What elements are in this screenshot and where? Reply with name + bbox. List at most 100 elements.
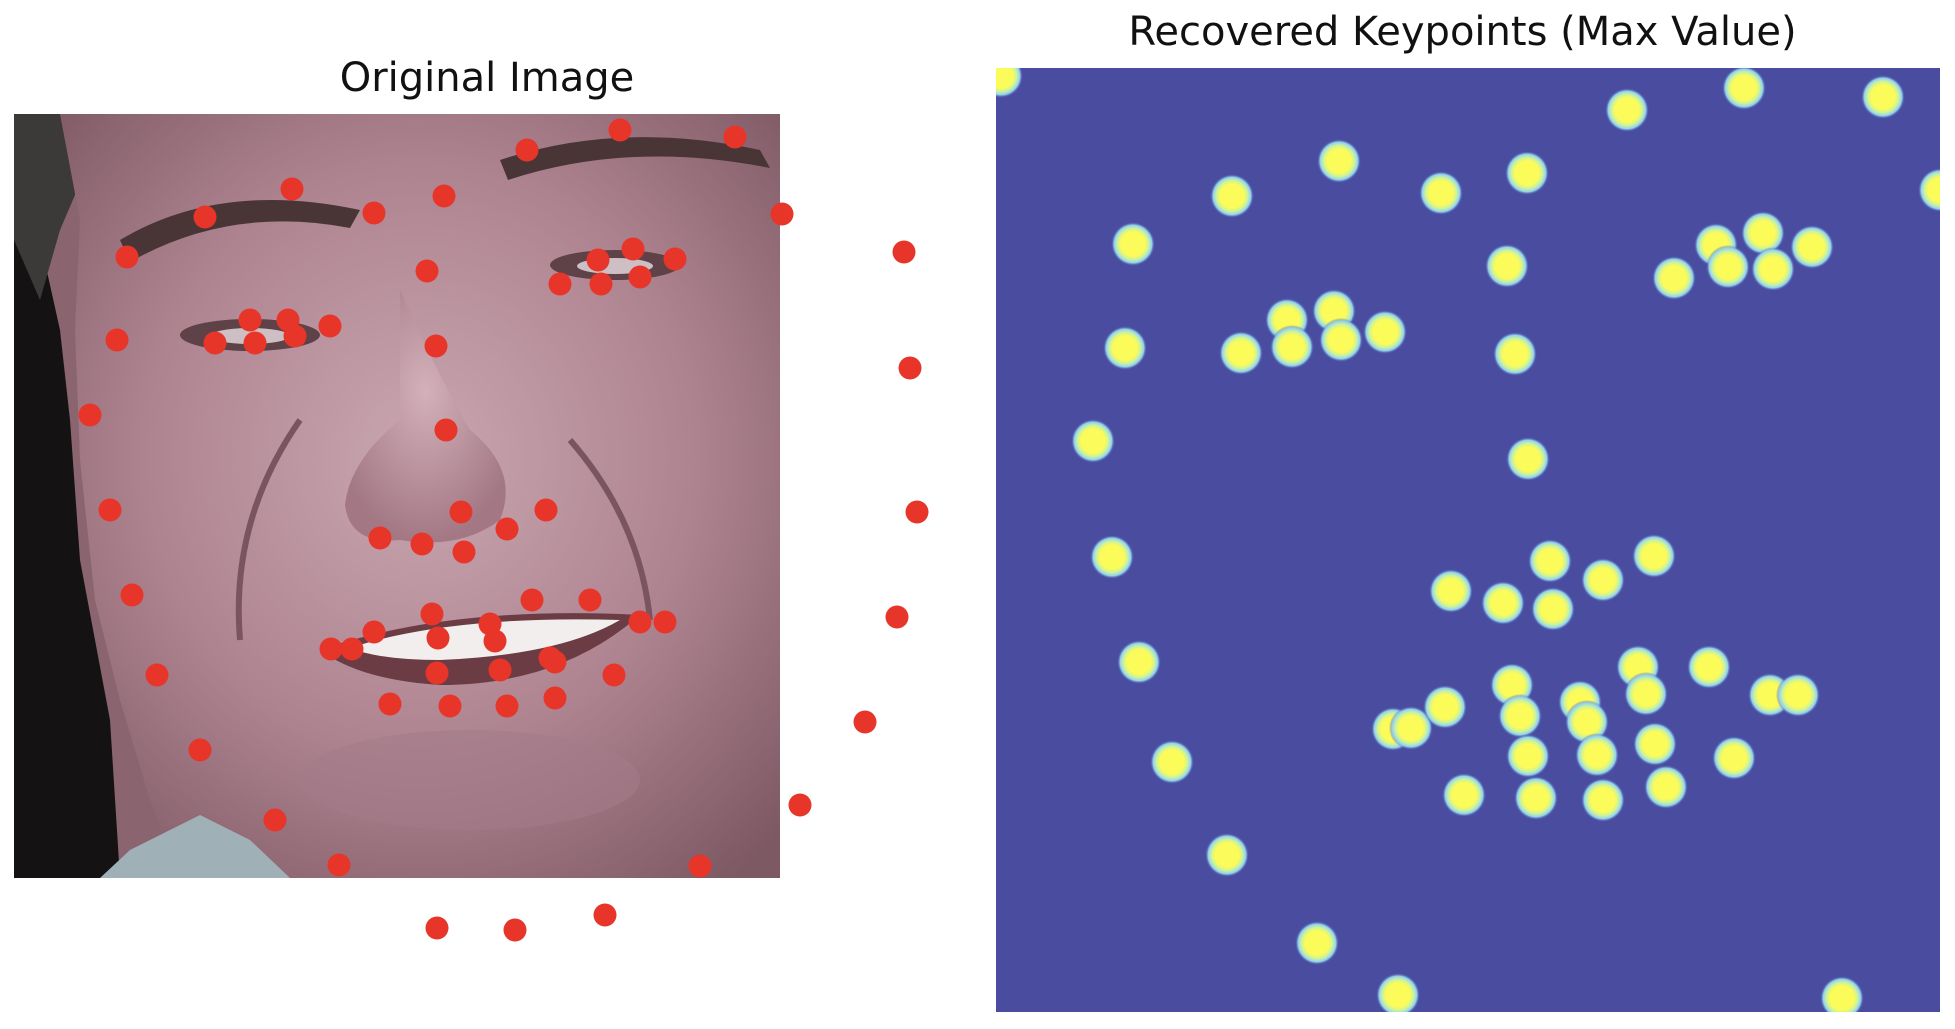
keypoint-heatmap	[996, 68, 1940, 1012]
keypoint-blob	[1712, 736, 1756, 780]
keypoint-blob	[1605, 88, 1649, 132]
landmark-marker	[449, 500, 473, 524]
keypoint-blob	[1210, 174, 1254, 218]
landmark-marker	[243, 331, 267, 355]
landmark-marker	[892, 240, 916, 264]
keypoint-blob	[1219, 331, 1263, 375]
keypoint-blob	[1442, 773, 1486, 817]
landmark-marker	[432, 184, 456, 208]
heatmap-background	[996, 68, 1940, 1012]
landmark-marker	[853, 710, 877, 734]
keypoint-blob	[1632, 534, 1676, 578]
landmark-marker	[688, 854, 712, 878]
keypoint-blob	[1423, 685, 1467, 729]
landmark-marker	[378, 692, 402, 716]
landmark-marker	[415, 259, 439, 283]
original-image-title: Original Image	[339, 55, 635, 101]
landmark-marker	[515, 138, 539, 162]
keypoint-blob	[1295, 921, 1339, 965]
landmark-marker	[898, 356, 922, 380]
landmark-marker	[318, 314, 342, 338]
keypoint-blob	[1528, 539, 1572, 583]
keypoint-blob	[1493, 332, 1537, 376]
landmark-marker	[495, 517, 519, 541]
landmark-marker	[543, 686, 567, 710]
recovered-keypoints-title: Recovered Keypoints (Max Value)	[1128, 9, 1797, 55]
keypoint-blob	[1205, 833, 1249, 877]
landmark-marker	[723, 125, 747, 149]
keypoint-blob	[1376, 973, 1420, 1012]
keypoint-blob	[1531, 587, 1575, 631]
landmark-marker	[586, 248, 610, 272]
landmark-marker	[425, 661, 449, 685]
keypoint-blob	[1575, 733, 1619, 777]
landmark-marker	[340, 637, 364, 661]
keypoint-blob	[1111, 222, 1155, 266]
keypoint-blob	[1652, 256, 1696, 300]
landmark-marker	[283, 324, 307, 348]
landmark-marker	[188, 738, 212, 762]
landmark-marker	[115, 245, 139, 269]
landmark-marker	[520, 588, 544, 612]
landmark-marker	[280, 177, 304, 201]
landmark-marker	[105, 328, 129, 352]
keypoint-blob	[1506, 437, 1550, 481]
keypoint-blob	[1498, 694, 1542, 738]
landmark-marker	[410, 532, 434, 556]
landmark-marker	[452, 540, 476, 564]
landmark-marker	[534, 498, 558, 522]
landmark-marker	[362, 620, 386, 644]
landmark-markers	[78, 118, 929, 942]
landmark-marker	[145, 663, 169, 687]
landmark-marker	[263, 808, 287, 832]
landmark-marker	[589, 272, 613, 296]
landmark-marker	[483, 629, 507, 653]
keypoint-blob	[1741, 211, 1785, 255]
keypoint-blob	[1706, 245, 1750, 289]
keypoint-blob	[1918, 168, 1940, 212]
keypoint-blob	[1485, 244, 1529, 288]
landmark-marker	[621, 237, 645, 261]
landmark-marker	[120, 583, 144, 607]
landmark-marker	[488, 658, 512, 682]
keypoint-blob	[1644, 765, 1688, 809]
landmark-marker	[770, 202, 794, 226]
landmark-marker	[78, 403, 102, 427]
keypoint-blob	[1751, 247, 1795, 291]
landmark-marker	[653, 610, 677, 634]
landmark-marker	[98, 498, 122, 522]
landmark-marker	[362, 201, 386, 225]
keypoint-blob	[1861, 75, 1905, 119]
keypoint-blob	[1419, 171, 1463, 215]
keypoint-blob	[1429, 569, 1473, 613]
keypoint-blob	[1103, 326, 1147, 370]
keypoint-blob	[1481, 581, 1525, 625]
landmark-marker	[538, 646, 562, 670]
keypoint-blob	[1150, 740, 1194, 784]
landmark-marker	[495, 694, 519, 718]
landmark-marker	[885, 605, 909, 629]
landmark-marker	[503, 918, 527, 942]
keypoint-blob	[1506, 734, 1550, 778]
landmark-marker	[602, 663, 626, 687]
landmark-marker	[593, 903, 617, 927]
keypoint-blob	[1776, 673, 1820, 717]
landmark-marker	[193, 205, 217, 229]
keypoint-blob	[1820, 976, 1864, 1012]
landmark-marker	[628, 610, 652, 634]
keypoint-blob	[1633, 722, 1677, 766]
landmark-marker	[578, 588, 602, 612]
landmark-marker	[238, 308, 262, 332]
landmark-marker	[434, 418, 458, 442]
keypoint-blob	[996, 68, 1023, 98]
landmark-marker	[788, 793, 812, 817]
keypoint-blob	[1624, 672, 1668, 716]
keypoint-blob	[1389, 706, 1433, 750]
original-photo	[14, 114, 780, 878]
landmark-marker	[628, 265, 652, 289]
keypoint-blob	[1565, 700, 1609, 744]
keypoint-blob	[1581, 778, 1625, 822]
landmark-marker	[203, 331, 227, 355]
landmark-marker	[905, 500, 929, 524]
